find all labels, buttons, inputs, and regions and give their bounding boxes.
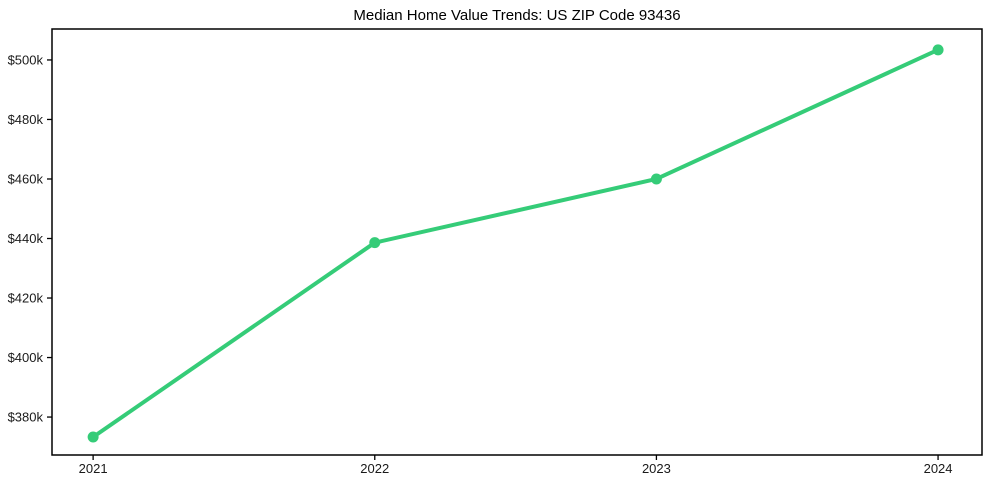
data-point-marker — [650, 173, 662, 185]
y-axis-tick-label: $500k — [8, 52, 44, 67]
x-axis-tick-label: 2023 — [642, 461, 671, 476]
chart-title: Median Home Value Trends: US ZIP Code 93… — [353, 7, 681, 24]
y-axis-tick-label: $480k — [8, 112, 44, 127]
data-point-marker — [369, 237, 381, 249]
x-axis-tick-label: 2024 — [924, 461, 953, 476]
y-axis-tick-label: $380k — [8, 410, 44, 425]
y-axis-tick-label: $440k — [8, 231, 44, 246]
y-axis-tick-label: $460k — [8, 171, 44, 186]
x-axis-tick-label: 2022 — [360, 461, 389, 476]
y-axis-tick-label: $400k — [8, 350, 44, 365]
x-axis-tick-label: 2021 — [79, 461, 108, 476]
plot-border — [51, 28, 983, 456]
y-axis-tick-label: $420k — [8, 291, 44, 306]
data-line — [91, 47, 941, 439]
data-point-marker — [87, 431, 99, 443]
data-point-marker — [932, 44, 944, 56]
